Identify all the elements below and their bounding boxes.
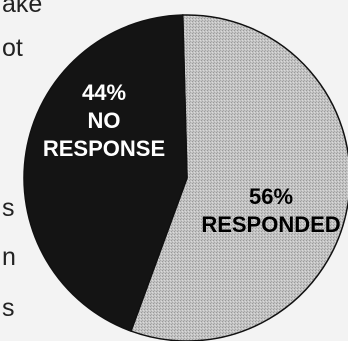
slice-label-responded-line-2: RESPONDED (201, 212, 340, 237)
text-fragment-n: n (2, 243, 16, 271)
text-fragment-s-2: s (2, 294, 15, 322)
slice-label-responded-line-1: 56% (249, 184, 293, 209)
slice-label-no-response-line-2: NO (88, 108, 121, 133)
text-fragment-ot: ot (2, 34, 23, 62)
pie-slices (23, 14, 348, 341)
text-fragment-ake: ake (2, 0, 43, 18)
text-fragment-s-1: s (2, 194, 15, 222)
slice-label-no-response-line-1: 44% (82, 80, 126, 105)
pie-slice-no-response (23, 14, 188, 333)
pie-labels: 56% RESPONDED 44% NO RESPONSE (43, 80, 341, 237)
slice-label-no-response-line-3: RESPONSE (43, 136, 165, 161)
